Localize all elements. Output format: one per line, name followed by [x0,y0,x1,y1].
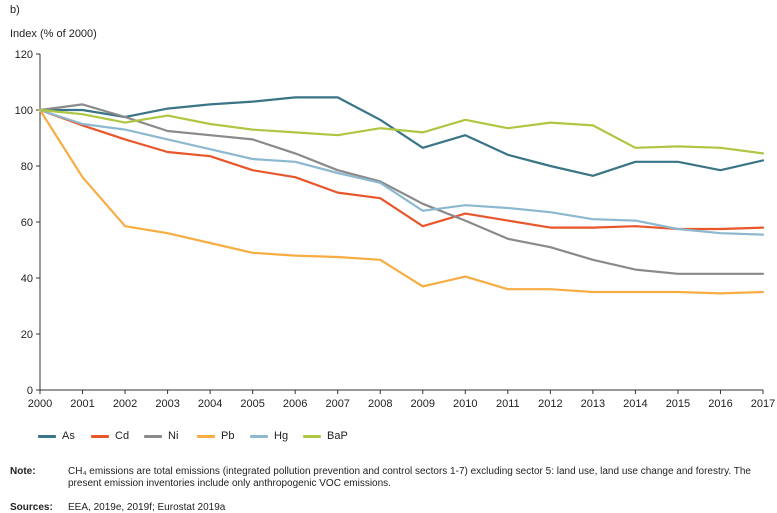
legend: As Cd Ni Pb Hg BaP [38,430,356,442]
x-tick-label-2011: 2011 [496,398,520,410]
x-tick-label-2013: 2013 [581,398,605,410]
x-tick-label-2017: 2017 [751,398,775,410]
x-tick-label-2001: 2001 [70,398,94,410]
series-line-hg [38,108,765,236]
x-tick-label-2010: 2010 [453,398,477,410]
legend-swatch-hg [250,434,268,438]
line-chart: 0 20 40 60 80 100 120 2000 2001 2002 2003 2004 2005 2… [15,49,776,410]
x-tick-label-2000: 2000 [28,398,52,410]
y-tick-label-20: 20 [21,329,33,341]
legend-label-bap: BaP [327,430,348,442]
series-line-bap [38,108,765,155]
note: Note: CH₄ emissions are total emissions … [10,466,768,490]
legend-swatch-as [38,434,56,438]
x-tick-label-2004: 2004 [198,398,222,410]
x-tick-label-2006: 2006 [283,398,307,410]
x-tick-label-2015: 2015 [666,398,690,410]
legend-item-ni: Ni [144,430,197,442]
y-tick-label-0: 0 [27,385,33,397]
note-label: Note: [10,466,36,477]
legend-label-ni: Ni [168,430,179,442]
legend-item-hg: Hg [250,430,303,442]
y-tick-label-120: 120 [15,49,33,61]
x-tick-label-2014: 2014 [623,398,647,410]
series-line-cd [38,108,765,231]
legend-label-hg: Hg [274,430,289,442]
series-line-ni [38,103,765,275]
legend-swatch-pb [197,434,215,438]
legend-label-as: As [62,430,75,442]
y-tick-label-100: 100 [15,105,33,117]
x-tick-label-2002: 2002 [113,398,137,410]
series-line-pb [38,108,765,295]
y-tick-label-40: 40 [21,273,33,285]
sources-label: Sources: [10,502,53,513]
sources-text: EEA, 2019e, 2019f; Eurostat 2019a [68,502,226,513]
panel-label: b) [10,4,20,16]
note-text: CH₄ emissions are total emissions (integ… [68,466,751,489]
y-tick-label-80: 80 [21,161,33,173]
x-tick-label-2012: 2012 [538,398,562,410]
y-axis-label: Index (% of 2000) [10,28,97,40]
legend-swatch-ni [144,434,162,438]
legend-item-cd: Cd [91,430,144,442]
legend-label-pb: Pb [221,430,235,442]
x-tick-label-2003: 2003 [155,398,179,410]
series-line-as [38,96,765,177]
x-tick-label-2005: 2005 [240,398,264,410]
x-tick-label-2008: 2008 [368,398,392,410]
legend-item-bap: BaP [303,430,356,442]
sources: Sources: EEA, 2019e, 2019f; Eurostat 201… [10,502,225,513]
legend-label-cd: Cd [115,430,130,442]
y-tick-label-60: 60 [21,217,33,229]
x-tick-label-2007: 2007 [325,398,349,410]
x-tick-label-2016: 2016 [708,398,732,410]
legend-swatch-cd [91,434,109,438]
legend-swatch-bap [303,434,321,438]
legend-item-as: As [38,430,91,442]
legend-item-pb: Pb [197,430,250,442]
x-tick-label-2009: 2009 [411,398,435,410]
